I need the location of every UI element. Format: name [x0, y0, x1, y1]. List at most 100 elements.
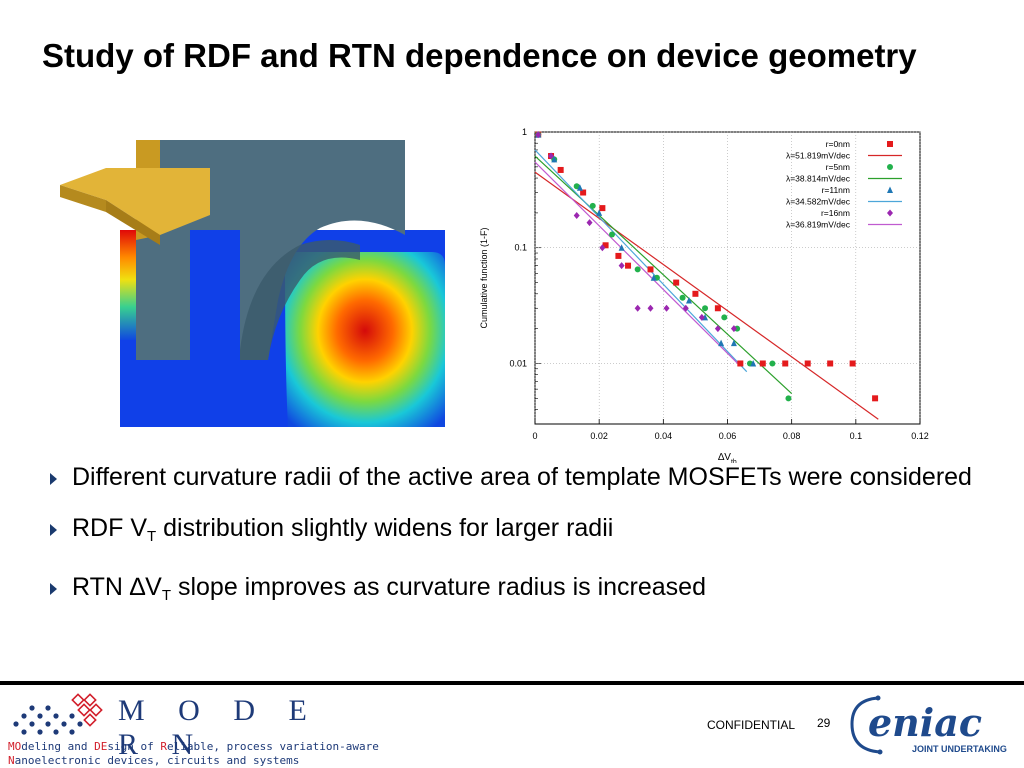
y-axis-label: Cumulative function (1-F): [479, 227, 489, 328]
data-point: [557, 166, 564, 173]
data-point: [849, 360, 856, 367]
legend-label: r=16nm: [821, 208, 850, 218]
y-tick-label: 1: [522, 127, 527, 137]
data-point: [634, 304, 641, 312]
modern-logo: M O D E R N MOdeling and DEsign of Relia…: [8, 690, 379, 768]
gate-contact-top: [60, 168, 210, 235]
data-point: [682, 304, 689, 312]
legend-marker: [887, 164, 893, 170]
modern-logo-word: M O D E R N: [118, 694, 320, 761]
data-point: [576, 184, 583, 191]
data-point: [647, 266, 654, 273]
data-point: [714, 305, 721, 312]
data-point: [698, 313, 705, 321]
data-point: [673, 279, 680, 286]
data-point: [759, 360, 766, 367]
x-tick-label: 0.02: [590, 431, 608, 441]
data-point: [686, 297, 692, 304]
bullet-item: RDF VT distribution slightly widens for …: [50, 511, 990, 554]
x-tick-label: 0.12: [911, 431, 929, 441]
plot-frame: [534, 131, 921, 425]
data-point: [730, 325, 737, 333]
device-3d-rendering: [60, 140, 445, 427]
eniac-logo-subtitle: JOINT UNDERTAKING: [912, 744, 1007, 754]
eniac-logo-word: eniac: [868, 700, 982, 745]
data-point: [721, 314, 728, 321]
data-point: [615, 252, 622, 259]
legend-marker: [887, 141, 893, 147]
bullet-item: RTN ∆VT slope improves as curvature radi…: [50, 570, 990, 613]
data-point: [551, 155, 558, 163]
fit-line: [534, 155, 793, 394]
x-tick-label: 0.06: [719, 431, 737, 441]
data-point: [609, 231, 615, 238]
modern-dots-icon: [13, 693, 103, 735]
data-point: [599, 244, 606, 252]
fit-line: [534, 161, 741, 367]
bullet-list: Different curvature radii of the active …: [50, 460, 990, 629]
legend-label: r=0nm: [826, 139, 850, 149]
data-point: [618, 262, 625, 270]
data-point: [827, 360, 834, 367]
modern-tagline: MOdeling and DEsign of Reliable, process…: [8, 740, 379, 767]
data-point: [548, 152, 555, 160]
legend-label: λ=38.814mV/dec: [786, 174, 851, 184]
data-point: [580, 189, 587, 196]
data-point: [750, 359, 757, 367]
data-point: [625, 262, 632, 269]
data-point: [618, 244, 625, 251]
legend-label: r=11nm: [822, 185, 850, 195]
data-point: [573, 211, 580, 219]
data-point: [737, 360, 744, 367]
x-tick-label: 0: [532, 431, 537, 441]
data-point: [718, 339, 725, 347]
data-point: [634, 266, 641, 273]
fit-line: [534, 171, 879, 420]
x-tick-label: 0.08: [783, 431, 801, 441]
data-point: [679, 294, 686, 301]
bullet-arrow-icon: [50, 473, 57, 485]
data-point: [730, 339, 737, 347]
data-point: [535, 131, 542, 139]
data-point: [596, 209, 603, 216]
active-area-potential: [285, 252, 445, 427]
bullet-item: Different curvature radii of the active …: [50, 460, 990, 495]
data-point: [702, 305, 709, 312]
eniac-logo: eniac JOINT UNDERTAKING: [850, 695, 1007, 755]
data-point: [647, 304, 654, 312]
legend-label: λ=34.582mV/dec: [786, 197, 851, 207]
x-axis-label: ∆Vth: [718, 452, 737, 463]
data-point: [785, 395, 792, 402]
data-point: [804, 360, 811, 367]
legend-label: r=5nm: [826, 162, 850, 172]
data-point: [663, 304, 670, 312]
data-point: [714, 325, 721, 333]
bullet-arrow-icon: [50, 524, 57, 536]
x-tick-label: 0.1: [850, 431, 863, 441]
legend-marker: [887, 186, 893, 193]
cumulative-distribution-chart: 0 0.02 0.04 0.06 0.08 0.1 0.12 1 0.1 0.01 Cumulati…: [479, 127, 929, 463]
fit-line: [534, 149, 748, 373]
y-tick-label: 0.01: [509, 358, 527, 368]
legend-label: λ=51.819mV/dec: [786, 151, 851, 161]
data-point: [872, 395, 879, 402]
x-tick-label: 0.04: [655, 431, 673, 441]
footer-divider: [0, 681, 1024, 685]
data-point: [599, 205, 606, 212]
slide-title: Study of RDF and RTN dependence on devic…: [42, 37, 917, 74]
data-point: [589, 202, 596, 209]
legend-marker: [887, 209, 893, 217]
left-fin-field: [120, 230, 136, 340]
bullet-arrow-icon: [50, 583, 57, 595]
confidential-label: CONFIDENTIAL: [707, 718, 796, 732]
data-point: [586, 219, 593, 227]
data-point: [692, 290, 699, 297]
legend-label: λ=36.819mV/dec: [786, 220, 851, 230]
data-point: [602, 242, 609, 249]
data-point: [782, 360, 789, 367]
page-number: 29: [817, 716, 831, 730]
data-point: [573, 183, 580, 190]
y-tick-label: 0.1: [514, 243, 527, 253]
data-point: [650, 274, 657, 281]
data-point: [769, 360, 776, 367]
